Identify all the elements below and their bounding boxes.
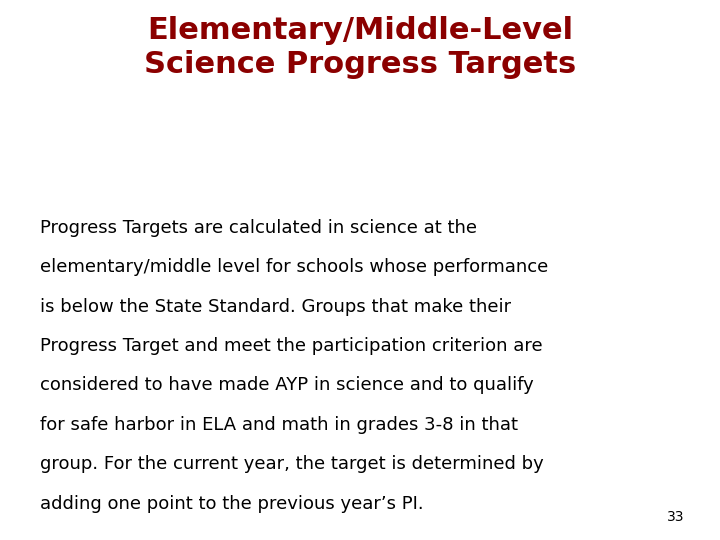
Text: Progress Targets are calculated in science at the: Progress Targets are calculated in scien… [40, 219, 477, 237]
Text: Progress Target and meet the participation criterion are: Progress Target and meet the participati… [40, 337, 542, 355]
Text: group. For the current year, the target is determined by: group. For the current year, the target … [40, 455, 544, 473]
Text: elementary/middle level for schools whose performance: elementary/middle level for schools whos… [40, 258, 548, 276]
Text: 33: 33 [667, 510, 684, 524]
Text: Elementary/Middle-Level
Science Progress Targets: Elementary/Middle-Level Science Progress… [144, 16, 576, 79]
Text: considered to have made AYP in science and to qualify: considered to have made AYP in science a… [40, 376, 534, 394]
Text: adding one point to the previous year’s PI.: adding one point to the previous year’s … [40, 495, 423, 512]
Text: for safe harbor in ELA and math in grades 3-8 in that: for safe harbor in ELA and math in grade… [40, 416, 518, 434]
Text: is below the State Standard. Groups that make their: is below the State Standard. Groups that… [40, 298, 510, 315]
